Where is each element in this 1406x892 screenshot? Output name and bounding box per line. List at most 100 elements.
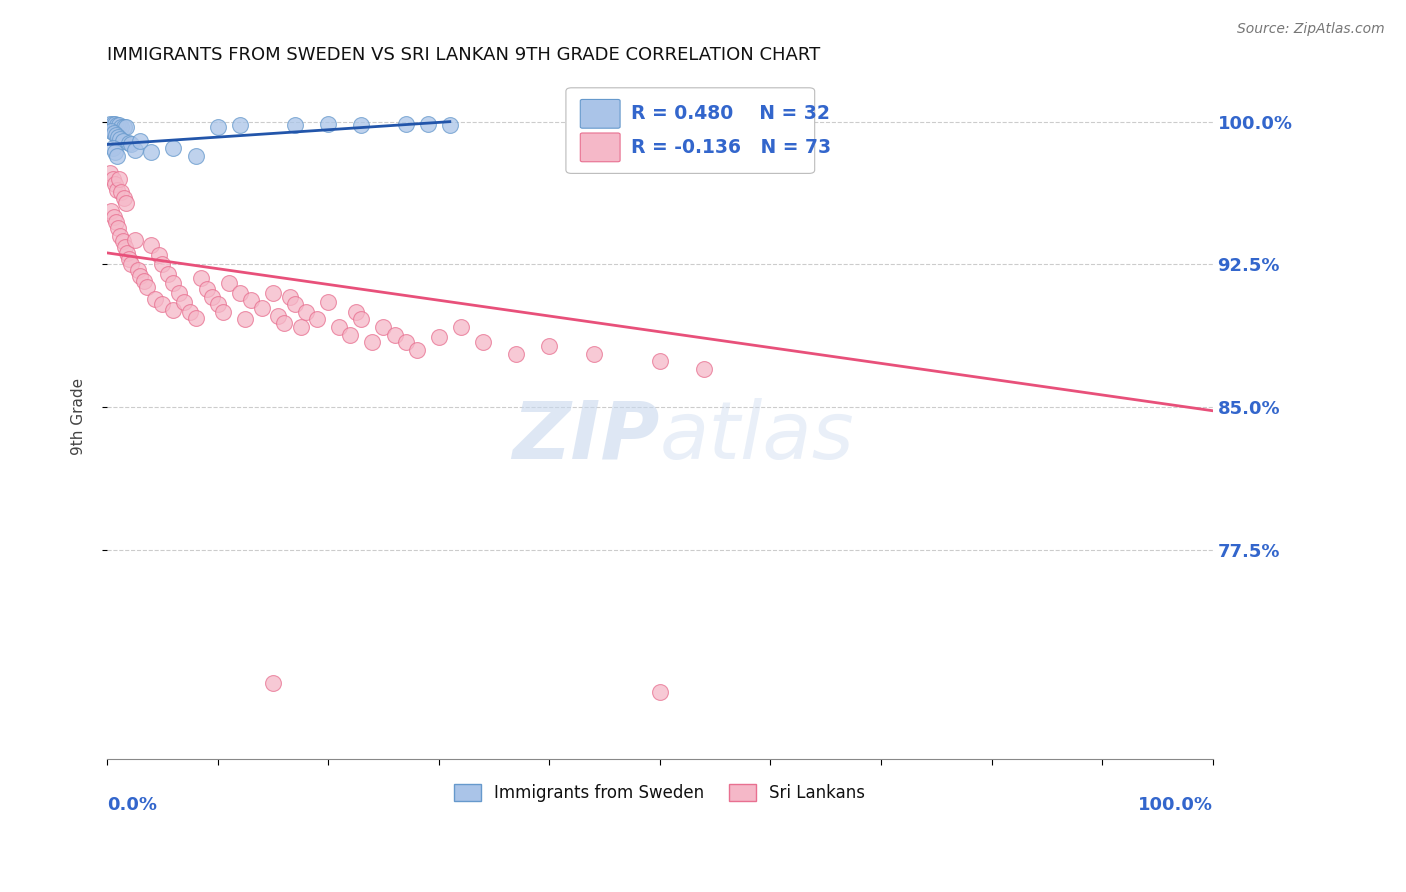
Point bbox=[190, 270, 212, 285]
Point bbox=[316, 295, 339, 310]
Point bbox=[582, 347, 605, 361]
Point bbox=[229, 285, 252, 300]
Point bbox=[284, 119, 307, 133]
Y-axis label: 9th Grade: 9th Grade bbox=[72, 378, 86, 455]
Point bbox=[115, 246, 138, 260]
Point bbox=[239, 293, 262, 308]
Point bbox=[201, 290, 224, 304]
Point bbox=[110, 132, 132, 146]
Point bbox=[384, 327, 406, 342]
Point bbox=[648, 685, 671, 699]
Point bbox=[124, 233, 146, 247]
Point bbox=[104, 215, 127, 229]
Point bbox=[132, 274, 155, 288]
Point bbox=[207, 120, 229, 135]
Point bbox=[212, 305, 235, 319]
Point bbox=[100, 124, 122, 138]
Point bbox=[120, 137, 142, 152]
Point bbox=[110, 185, 132, 199]
Point bbox=[124, 143, 146, 157]
Point bbox=[538, 339, 561, 353]
Text: Source: ZipAtlas.com: Source: ZipAtlas.com bbox=[1237, 22, 1385, 37]
Point bbox=[262, 675, 284, 690]
Text: R = 0.480    N = 32: R = 0.480 N = 32 bbox=[631, 104, 830, 123]
Point bbox=[111, 134, 134, 148]
Point bbox=[141, 145, 163, 159]
Point bbox=[290, 320, 312, 334]
Point bbox=[229, 119, 252, 133]
Point bbox=[693, 362, 716, 376]
Point bbox=[141, 238, 163, 252]
Text: 100.0%: 100.0% bbox=[1137, 797, 1213, 814]
Point bbox=[427, 329, 450, 343]
Point bbox=[156, 267, 179, 281]
Point bbox=[344, 305, 367, 319]
FancyBboxPatch shape bbox=[581, 99, 620, 128]
FancyBboxPatch shape bbox=[581, 133, 620, 161]
Point bbox=[118, 252, 141, 266]
Legend: Immigrants from Sweden, Sri Lankans: Immigrants from Sweden, Sri Lankans bbox=[447, 777, 872, 809]
Point bbox=[105, 183, 128, 197]
Point bbox=[100, 117, 122, 131]
Point bbox=[148, 248, 170, 262]
Point bbox=[118, 136, 141, 150]
Point bbox=[108, 119, 131, 133]
Point bbox=[218, 277, 240, 291]
Point bbox=[184, 149, 207, 163]
Point bbox=[207, 297, 229, 311]
Point bbox=[100, 166, 122, 180]
Point bbox=[111, 235, 134, 249]
Point bbox=[104, 145, 127, 159]
Point bbox=[505, 347, 527, 361]
Point bbox=[195, 282, 218, 296]
Point bbox=[135, 280, 157, 294]
Point bbox=[101, 171, 124, 186]
Point bbox=[450, 320, 472, 334]
Point bbox=[107, 129, 129, 144]
Point bbox=[129, 268, 152, 283]
Point bbox=[105, 119, 128, 133]
Text: IMMIGRANTS FROM SWEDEN VS SRI LANKAN 9TH GRADE CORRELATION CHART: IMMIGRANTS FROM SWEDEN VS SRI LANKAN 9TH… bbox=[107, 46, 820, 64]
Point bbox=[104, 128, 127, 142]
Text: ZIP: ZIP bbox=[513, 398, 659, 476]
Point bbox=[373, 320, 395, 334]
Point bbox=[104, 117, 127, 131]
Point bbox=[127, 263, 149, 277]
Point bbox=[278, 290, 301, 304]
Point bbox=[101, 117, 124, 131]
Point bbox=[394, 117, 416, 131]
Point bbox=[110, 120, 132, 135]
Point bbox=[350, 312, 373, 326]
Point bbox=[284, 297, 307, 311]
Point bbox=[350, 119, 373, 133]
Point bbox=[110, 228, 132, 243]
Point bbox=[267, 309, 290, 323]
Point bbox=[103, 210, 125, 224]
Text: R = -0.136   N = 73: R = -0.136 N = 73 bbox=[631, 138, 831, 157]
Point bbox=[361, 335, 384, 350]
Point bbox=[250, 301, 273, 315]
Point bbox=[648, 354, 671, 368]
Point bbox=[115, 120, 138, 135]
Point bbox=[439, 119, 461, 133]
Point bbox=[416, 117, 439, 131]
Point bbox=[184, 310, 207, 325]
Point bbox=[129, 134, 152, 148]
Point bbox=[107, 221, 129, 235]
Point bbox=[316, 117, 339, 131]
Point bbox=[328, 320, 350, 334]
Point bbox=[114, 240, 136, 254]
Point bbox=[103, 126, 125, 140]
Point bbox=[115, 196, 138, 211]
Point bbox=[108, 171, 131, 186]
Point bbox=[394, 335, 416, 350]
Point bbox=[405, 343, 427, 357]
Point bbox=[143, 292, 166, 306]
Point bbox=[105, 149, 128, 163]
Point bbox=[167, 285, 190, 300]
FancyBboxPatch shape bbox=[567, 87, 814, 173]
Point bbox=[100, 204, 122, 219]
Point bbox=[150, 257, 173, 271]
Point bbox=[233, 312, 256, 326]
Point bbox=[262, 285, 284, 300]
